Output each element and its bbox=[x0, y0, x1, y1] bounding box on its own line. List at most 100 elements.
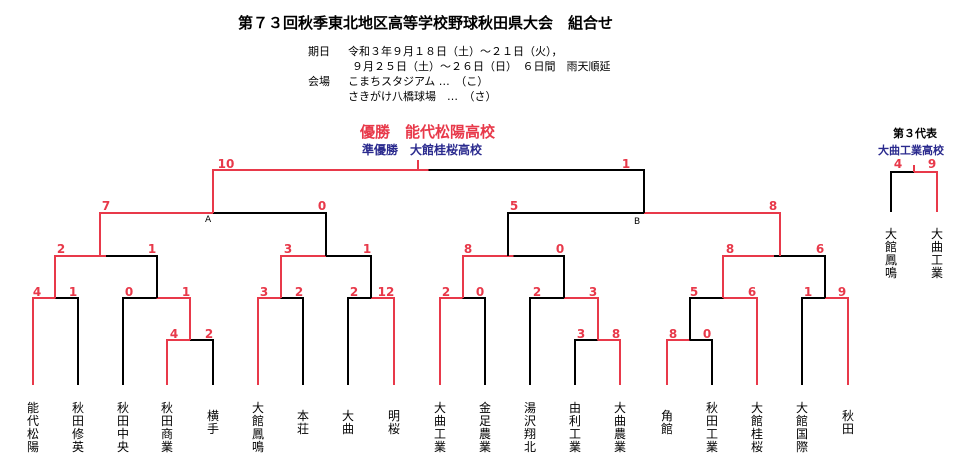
score-r2: 9 bbox=[837, 285, 847, 299]
match-quarter-left bbox=[280, 255, 326, 298]
match-r2-left bbox=[689, 297, 724, 340]
match-quarter-left bbox=[54, 255, 106, 298]
score-r2: 1 bbox=[803, 285, 813, 299]
match-r2-left bbox=[439, 297, 463, 385]
match-r2-right bbox=[55, 297, 79, 385]
match-semi-right bbox=[213, 212, 327, 256]
third-rep-team-name: 大曲工業 bbox=[930, 227, 943, 280]
score-r1: 8 bbox=[668, 327, 678, 341]
team-name: 大曲工業 bbox=[433, 401, 446, 454]
match-r1-left bbox=[666, 339, 690, 385]
score-r2: 1 bbox=[181, 285, 191, 299]
team-name: 秋田中央 bbox=[116, 401, 129, 454]
match-semi-left bbox=[99, 212, 213, 256]
team-name: 大館鳳鳴 bbox=[251, 401, 264, 454]
score-r2: 5 bbox=[689, 285, 699, 299]
match-semi-left bbox=[507, 212, 644, 256]
runner-up-label: 準優勝 大館桂桜高校 bbox=[362, 143, 483, 157]
match-quarter-right bbox=[106, 255, 158, 298]
score-quarter: 8 bbox=[725, 242, 735, 256]
venue-line-2: さきがけ八橋球場 … （さ） bbox=[348, 90, 497, 103]
match-r2-right bbox=[723, 297, 758, 385]
period-label: 期日 bbox=[308, 45, 330, 58]
score-semi: 7 bbox=[101, 199, 111, 213]
score-quarter: 2 bbox=[56, 242, 66, 256]
score-quarter: 1 bbox=[362, 242, 372, 256]
score-quarter: 3 bbox=[283, 242, 293, 256]
score-r2: 3 bbox=[588, 285, 598, 299]
match-third-rep-right bbox=[914, 171, 938, 212]
match-r2-right bbox=[825, 297, 849, 385]
third-rep-title: 第３代表 bbox=[893, 127, 937, 140]
team-name: 能代松陽 bbox=[26, 401, 39, 454]
score-r1: 8 bbox=[611, 327, 621, 341]
match-quarter-right bbox=[774, 255, 826, 298]
match-r2-right bbox=[280, 297, 304, 385]
team-name: 角館 bbox=[660, 409, 673, 436]
score-quarter: 6 bbox=[815, 242, 825, 256]
match-quarter-left bbox=[462, 255, 514, 298]
match-r2-left bbox=[257, 297, 281, 385]
venue-line-1: こまちスタジアム … （こ） bbox=[348, 75, 489, 88]
match-third-rep-left bbox=[890, 171, 914, 212]
score-final-right: 1 bbox=[621, 157, 631, 171]
match-r2-left bbox=[529, 297, 564, 385]
match-r1-right bbox=[597, 339, 621, 385]
match-final-left bbox=[212, 169, 429, 213]
match-r2-left bbox=[32, 297, 56, 385]
match-r2-right bbox=[371, 297, 395, 385]
team-name: 湯沢翔北 bbox=[523, 401, 536, 454]
score-r2: 12 bbox=[377, 285, 395, 299]
score-semi: 0 bbox=[317, 199, 327, 213]
team-name: 由利工業 bbox=[568, 401, 581, 454]
team-name: 秋田商業 bbox=[160, 401, 173, 454]
period-line-1: 令和３年９月１８日（土）～２１日（火）， bbox=[348, 45, 563, 58]
team-name: 金足農業 bbox=[478, 401, 491, 454]
team-name: 秋田 bbox=[841, 409, 854, 436]
match-r2-left bbox=[801, 297, 825, 385]
team-name: 大曲 bbox=[341, 409, 354, 436]
score-quarter: 0 bbox=[555, 242, 565, 256]
period-line-2: ９月２５日（土）～２６日（日） ６日間 雨天順延 bbox=[352, 60, 611, 73]
score-third-rep: 9 bbox=[927, 157, 937, 171]
score-r2: 2 bbox=[294, 285, 304, 299]
score-r2: 1 bbox=[68, 285, 78, 299]
venue-label: 会場 bbox=[308, 75, 330, 88]
team-name: 横手 bbox=[206, 409, 219, 436]
team-name: 大館桂桜 bbox=[750, 401, 763, 454]
team-name: 明桜 bbox=[387, 409, 400, 436]
score-third-rep: 4 bbox=[893, 157, 903, 171]
page-title: 第７３回秋季東北地区高等学校野球秋田県大会 組合せ bbox=[238, 14, 614, 32]
match-r1-left bbox=[166, 339, 190, 385]
score-r2: 6 bbox=[747, 285, 757, 299]
score-r2: 2 bbox=[441, 285, 451, 299]
score-r2: 2 bbox=[349, 285, 359, 299]
score-semi: 8 bbox=[768, 199, 778, 213]
score-semi: 5 bbox=[509, 199, 519, 213]
score-r1: 3 bbox=[576, 327, 586, 341]
team-name: 大曲農業 bbox=[613, 401, 626, 454]
match-final-right bbox=[428, 169, 645, 213]
score-final-left: 10 bbox=[217, 157, 235, 171]
match-r2-right bbox=[156, 297, 191, 340]
score-quarter: 1 bbox=[147, 242, 157, 256]
match-r1-right bbox=[190, 339, 214, 385]
match-r1-right bbox=[689, 339, 713, 385]
match-quarter-right bbox=[326, 255, 372, 298]
match-quarter-right bbox=[513, 255, 565, 298]
third-rep-team: 大曲工業高校 bbox=[878, 144, 944, 157]
match-r2-right bbox=[564, 297, 599, 340]
score-r2: 0 bbox=[475, 285, 485, 299]
match-r2-left bbox=[122, 297, 157, 385]
match-quarter-left bbox=[722, 255, 774, 298]
bracket-mark-b: B bbox=[634, 217, 641, 227]
score-quarter: 8 bbox=[463, 242, 473, 256]
bracket-mark-a: A bbox=[205, 215, 212, 225]
score-r2: 0 bbox=[124, 285, 134, 299]
team-name: 大館国際 bbox=[795, 401, 808, 454]
match-r1-left bbox=[574, 339, 598, 385]
team-name: 秋田修英 bbox=[71, 401, 84, 454]
score-r2: 4 bbox=[32, 285, 42, 299]
score-r1: 4 bbox=[169, 327, 179, 341]
team-name: 秋田工業 bbox=[705, 401, 718, 454]
